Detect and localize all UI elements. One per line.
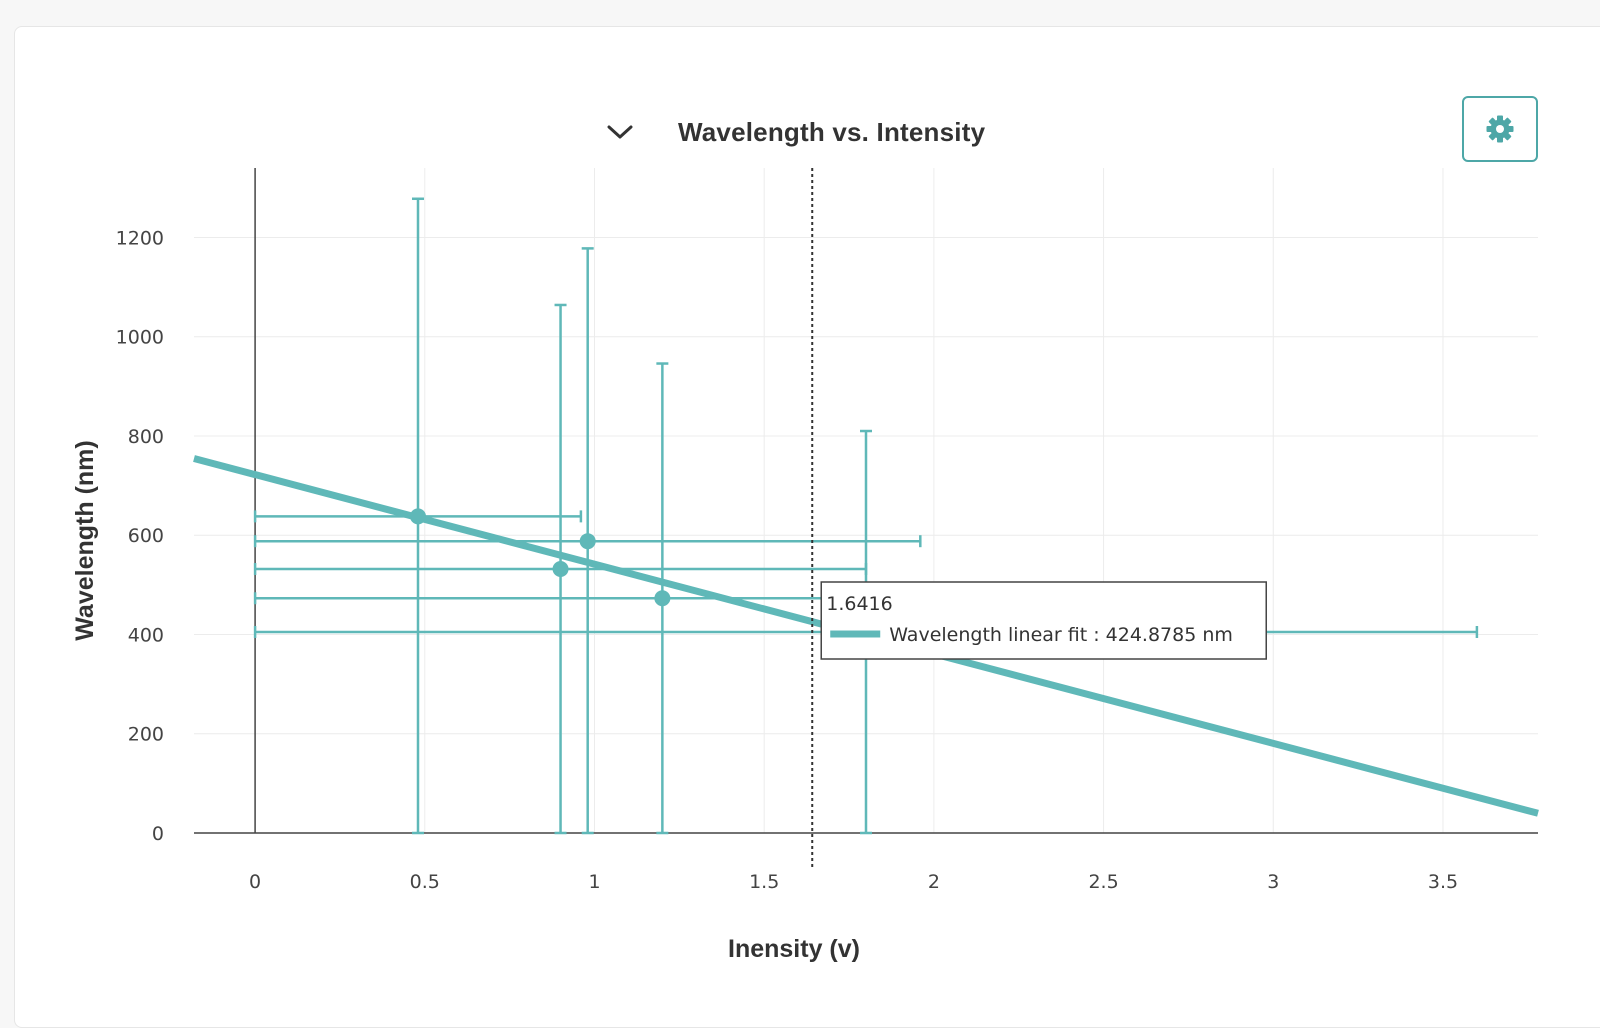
data-point xyxy=(410,508,426,525)
tooltip-box xyxy=(820,581,1267,660)
hover-layer: 1.6416 Wavelength linear fit : 424.8785 n… xyxy=(811,168,1267,867)
x-tick-label: 0 xyxy=(249,871,261,893)
chevron-down-icon[interactable] xyxy=(600,112,640,152)
y-tick-label: 1000 xyxy=(116,327,164,349)
tooltip-label: Wavelength linear fit : 424.8785 nm xyxy=(889,624,1233,646)
x-axis-title: Inensity (v) xyxy=(728,935,860,963)
x-tick-label: 2.5 xyxy=(1088,871,1118,893)
tooltip-x-value: 1.6416 xyxy=(826,593,892,615)
hover-tooltip: 1.6416 Wavelength linear fit : 424.8785 n… xyxy=(820,581,1267,660)
y-tick-label: 400 xyxy=(128,624,164,646)
y-tick-label: 0 xyxy=(152,823,164,845)
settings-button[interactable] xyxy=(1462,96,1538,162)
x-tick-label: 1.5 xyxy=(749,871,779,893)
x-tick-label: 3.5 xyxy=(1428,871,1458,893)
data-point xyxy=(654,590,671,607)
x-tick-label: 0.5 xyxy=(410,871,440,893)
y-axis-title: Wavelength (nm) xyxy=(71,440,99,640)
y-tick-label: 200 xyxy=(128,724,164,746)
data-point xyxy=(552,560,569,577)
data-point xyxy=(579,533,596,550)
gear-icon xyxy=(1486,115,1514,143)
y-tick-label: 1200 xyxy=(116,227,164,249)
chart-card xyxy=(14,26,1600,1028)
tick-labels: 0 0.5 1 1.5 2 2.5 3 3.5 0 200 400 600 800 1000 1200 xyxy=(116,227,1458,893)
error-bars xyxy=(253,197,1479,835)
x-tick-label: 2 xyxy=(928,871,940,893)
chart-title: Wavelength vs. Intensity xyxy=(678,116,986,147)
chart-header: Wavelength vs. Intensity xyxy=(600,112,985,152)
y-tick-label: 800 xyxy=(128,426,164,448)
x-tick-label: 1 xyxy=(588,871,600,893)
x-tick-label: 3 xyxy=(1267,871,1279,893)
y-tick-label: 600 xyxy=(128,525,164,547)
